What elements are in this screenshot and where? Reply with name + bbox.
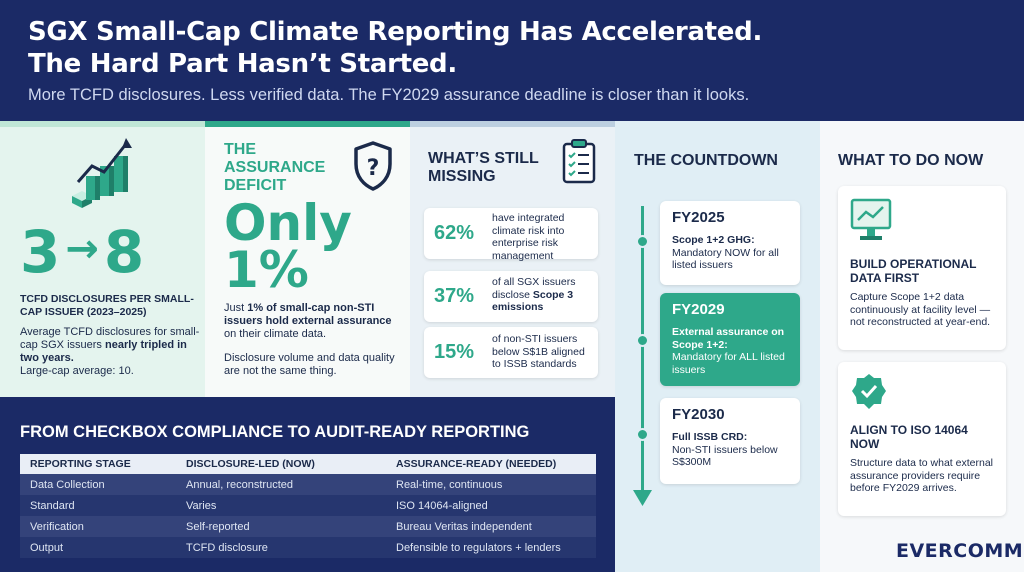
svg-text:?: ? [367, 156, 380, 181]
figure-to: 8 [103, 218, 144, 286]
big-line-2: 1% [224, 241, 309, 299]
timeline-desc-text: Mandatory NOW for all listed issuers [672, 246, 779, 272]
timeline-year: FY2030 [672, 406, 725, 423]
shield-question-icon: ? [354, 141, 392, 191]
timeline-desc-bold: External assurance on Scope 1+2: [672, 326, 785, 351]
panel-accent-bar [0, 121, 205, 127]
timeline-desc: Scope 1+2 GHG: Mandatory NOW for all list… [672, 234, 796, 272]
timeline-fy2025: FY2025 Scope 1+2 GHG: Mandatory NOW for a… [660, 201, 800, 285]
arrow-down-icon [633, 490, 652, 506]
large-cap-note: Large-cap average: 10. [20, 365, 134, 377]
timeline-desc: External assurance on Scope 1+2: Mandator… [672, 326, 796, 376]
timeline-dot [636, 334, 649, 347]
what-to-do-heading: WHAT TO DO NOW [838, 152, 984, 169]
big-line-1: Only [224, 194, 352, 252]
desc-text: Average TCFD disclosures for small-cap S… [20, 326, 200, 351]
column-header: DISCLOSURE-LED (NOW) [176, 454, 386, 474]
table-cell: Data Collection [20, 474, 176, 495]
stat-text: have integrated climate risk into enterp… [492, 212, 565, 262]
action-card-iso-14064: ALIGN TO ISO 14064 NOW Structure data to… [838, 362, 1006, 516]
timeline-desc-text: Non-STI issuers below S$300M [672, 443, 778, 469]
table-cell: Annual, reconstructed [176, 474, 386, 495]
table-cell: Self-reported [176, 516, 386, 537]
table-row: Verification Self-reported Bureau Verita… [20, 516, 596, 537]
table-row: Data Collection Annual, reconstructed Re… [20, 474, 596, 495]
timeline-fy2030: FY2030 Full ISSB CRD: Non-STI issuers bel… [660, 398, 800, 484]
comparison-table: REPORTING STAGE DISCLOSURE-LED (NOW) ASS… [20, 454, 596, 558]
stat-value: 15% [434, 341, 475, 363]
assurance-note: Disclosure volume and data quality are n… [224, 352, 395, 377]
table-cell: TCFD disclosure [176, 537, 386, 558]
still-missing-heading: WHAT’S STILL MISSING [428, 150, 539, 185]
table-cell: Bureau Veritas independent [386, 516, 596, 537]
timeline-desc-text: Mandatory for ALL listed issuers [672, 351, 785, 376]
table-cell: ISO 14064-aligned [386, 495, 596, 516]
text-pre: Just [224, 302, 248, 314]
evercomm-logo: EVERCOMM [896, 540, 1024, 562]
stat-text-bold: Scope 3 emissions [492, 288, 574, 314]
column-header: REPORTING STAGE [20, 454, 176, 474]
comparison-title: FROM CHECKBOX COMPLIANCE TO AUDIT-READY … [20, 423, 530, 441]
disclosure-figure-label: TCFD DISCLOSURES PER SMALL-CAP ISSUER (2… [20, 293, 194, 318]
panel-accent-bar [410, 121, 615, 127]
table-cell: Standard [20, 495, 176, 516]
action-text: Structure data to what external assuranc… [850, 457, 993, 494]
timeline-desc-bold: Full ISSB CRD: [672, 431, 748, 443]
clipboard-checklist-icon [562, 139, 596, 184]
table-row: Standard Varies ISO 14064-aligned [20, 495, 596, 516]
stat-card-scope3: 37% of all SGX issuers disclose Scope 3 … [424, 271, 598, 322]
assurance-deficit-panel [205, 121, 410, 397]
desc-bold: nearly tripled in two years. [20, 339, 187, 364]
page-title: SGX Small-Cap Climate Reporting Has Acce… [28, 16, 928, 80]
table-header-row: REPORTING STAGE DISCLOSURE-LED (NOW) ASS… [20, 454, 596, 474]
table-cell: Defensible to regulators + lenders [386, 537, 596, 558]
title-line-1: SGX Small-Cap Climate Reporting Has Acce… [28, 17, 763, 47]
text-post: on their climate data. [224, 328, 327, 340]
timeline-dot [636, 428, 649, 441]
timeline-fy2029: FY2029 External assurance on Scope 1+2: M… [660, 293, 800, 386]
stat-text: of all SGX issuers disclose Scope 3 emis… [492, 276, 594, 314]
action-card-operational-data: BUILD OPERATIONAL DATA FIRST Capture Sco… [838, 186, 1006, 350]
table-row: Output TCFD disclosure Defensible to reg… [20, 537, 596, 558]
panel-accent-bar [205, 121, 410, 127]
stat-card-issb: 15% of non-STI issuers below S$1B aligne… [424, 327, 598, 378]
table-cell: Real-time, continuous [386, 474, 596, 495]
growth-chart-icon [72, 138, 132, 208]
action-title: BUILD OPERATIONAL DATA FIRST [850, 257, 977, 285]
timeline-line [641, 206, 644, 496]
timeline-year: FY2025 [672, 209, 725, 226]
assurance-description: Just 1% of small-cap non-STI issuers hol… [224, 302, 404, 341]
timeline-desc: Full ISSB CRD: Non-STI issuers below S$30… [672, 431, 796, 469]
assurance-heading: THE ASSURANCE DEFICIT [224, 141, 326, 194]
text-bold: 1% of small-cap non-STI issuers hold ext… [224, 302, 392, 327]
action-title: ALIGN TO ISO 14064 NOW [850, 423, 968, 451]
stat-value: 37% [434, 285, 475, 307]
stat-value: 62% [434, 222, 475, 244]
header-banner [0, 0, 1024, 121]
page-subtitle: More TCFD disclosures. Less verified dat… [28, 86, 750, 104]
timeline-dot [636, 235, 649, 248]
column-header: ASSURANCE-READY (NEEDED) [386, 454, 596, 474]
timeline-year: FY2029 [672, 301, 725, 318]
title-line-2: The Hard Part Hasn’t Started. [28, 49, 457, 79]
stat-text-pre: of all SGX issuers disclose [492, 276, 576, 301]
table-cell: Varies [176, 495, 386, 516]
stat-text: of non-STI issuers below S$1B aligned to… [492, 333, 585, 370]
badge-check-icon [852, 374, 886, 409]
disclosure-description: Average TCFD disclosures for small-cap S… [20, 326, 200, 365]
action-text: Capture Scope 1+2 data continuously at f… [850, 291, 991, 328]
timeline-desc-bold: Scope 1+2 GHG: [672, 234, 755, 246]
stat-card-risk: 62% have integrated climate risk into en… [424, 208, 598, 262]
arrow-icon: → [65, 226, 99, 272]
countdown-heading: THE COUNTDOWN [634, 152, 778, 169]
table-cell: Output [20, 537, 176, 558]
table-cell: Verification [20, 516, 176, 537]
monitor-chart-icon [850, 198, 892, 240]
figure-from: 3 [20, 218, 60, 286]
disclosure-growth-figure: 3 → 8 [20, 218, 144, 286]
only-one-percent-figure: Only 1% [224, 194, 352, 299]
